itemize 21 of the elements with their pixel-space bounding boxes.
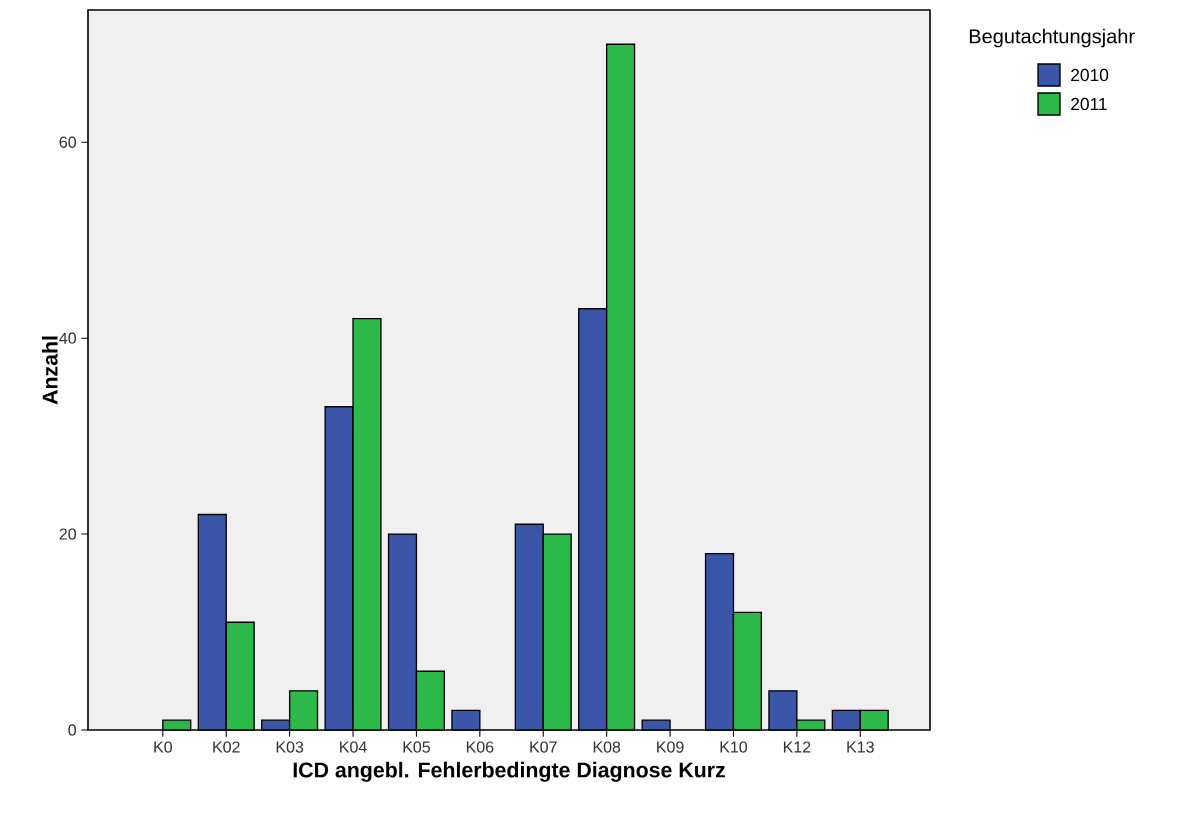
x-tick-label: K07 xyxy=(530,741,557,753)
x-tick-label: K04 xyxy=(340,741,367,753)
y-tick-label: 40 xyxy=(59,332,77,344)
y-tick-label: 0 xyxy=(68,724,77,736)
legend-title: Begutachtungsjahr xyxy=(969,28,1135,48)
y-tick-label: 20 xyxy=(59,528,77,540)
y-axis-title: Anzahl xyxy=(42,336,58,405)
y-tick-label: 60 xyxy=(59,136,77,148)
x-axis-title: ICD angebl. Fehlerbedingte Diagnose Kurz xyxy=(293,761,725,782)
x-tick-label: K03 xyxy=(276,741,304,753)
x-tick-label: K10 xyxy=(720,741,748,753)
x-tick-label: K08 xyxy=(593,741,621,753)
x-tick-label: K13 xyxy=(847,741,874,753)
x-tick-label: K05 xyxy=(403,741,430,753)
x-tick-label: K12 xyxy=(783,741,811,753)
legend-label: 2011 xyxy=(1071,97,1107,111)
x-tick-label: K06 xyxy=(466,741,494,753)
x-tick-label: K0 xyxy=(154,741,172,753)
x-tick-label: K09 xyxy=(657,741,684,753)
legend-label: 2010 xyxy=(1071,68,1109,82)
x-tick-label: K02 xyxy=(213,741,240,753)
